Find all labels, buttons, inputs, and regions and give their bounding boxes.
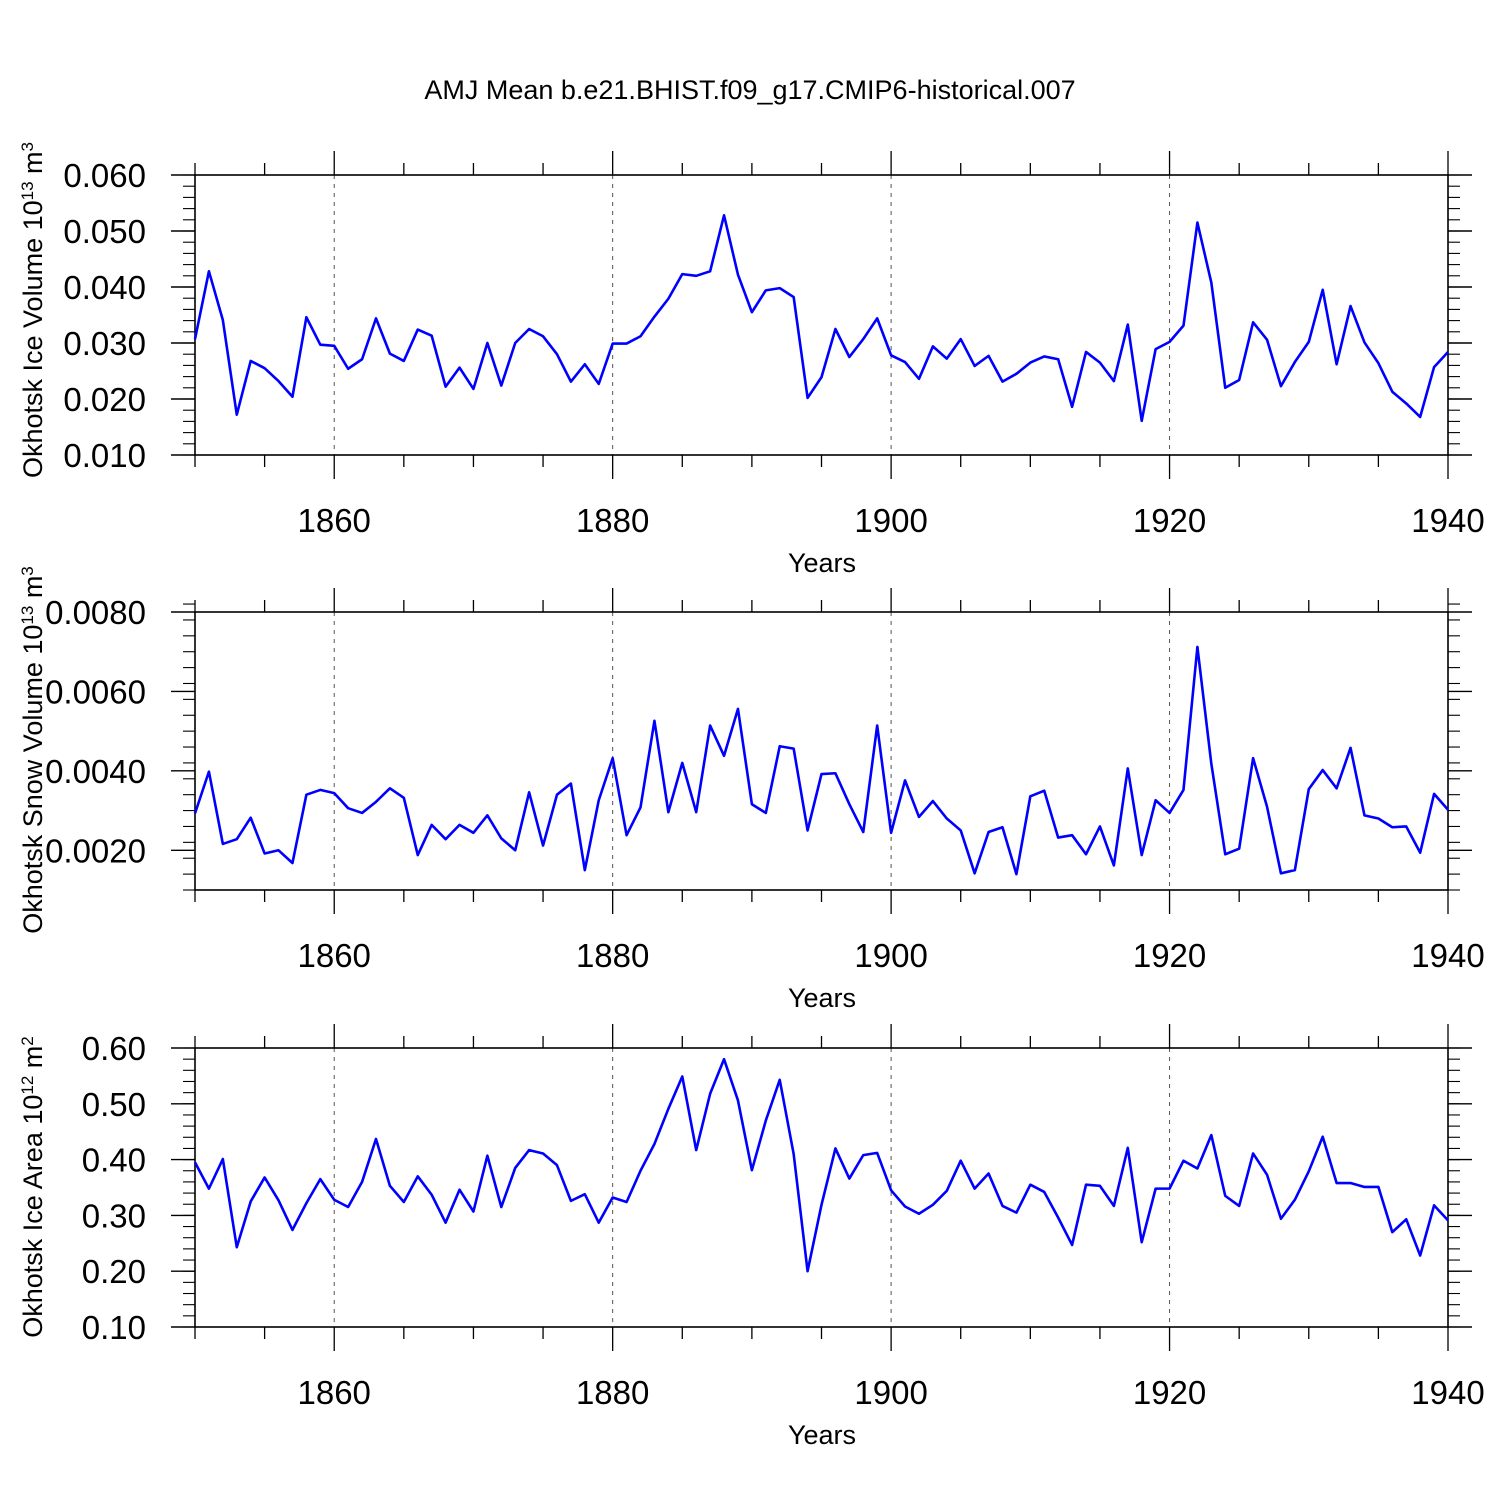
ice-volume-y-tick-label: 0.030 xyxy=(63,325,146,362)
snow-volume-series-line xyxy=(193,645,1449,876)
ice-area-y-tick-label: 0.10 xyxy=(82,1309,146,1346)
snow-volume-y-tick-label: 0.0040 xyxy=(45,753,146,790)
snow-volume-y-tick-label: 0.0060 xyxy=(45,673,146,710)
ice-area-y-tick-label: 0.20 xyxy=(82,1253,146,1290)
snow-volume-x-axis-label: Years xyxy=(788,983,856,1013)
snow-volume-x-tick-label: 1900 xyxy=(854,937,927,974)
snow-volume-y-axis-label: Okhotsk Snow Volume 1013 m3 xyxy=(18,566,49,934)
snow-volume-x-tick-label: 1860 xyxy=(298,937,371,974)
ice-volume-y-tick-label: 0.010 xyxy=(63,437,146,474)
ice-area-y-axis-label: Okhotsk Ice Area 1012 m2 xyxy=(18,1036,49,1338)
chart-title: AMJ Mean b.e21.BHIST.f09_g17.CMIP6-histo… xyxy=(424,75,1075,105)
ice-volume-x-tick-label: 1920 xyxy=(1133,502,1206,539)
ice-volume-y-tick-label: 0.060 xyxy=(63,157,146,194)
ice-area-x-tick-label: 1940 xyxy=(1411,1374,1484,1411)
ice-area-y-tick-label: 0.30 xyxy=(82,1197,146,1234)
ice-volume-y-tick-label: 0.040 xyxy=(63,269,146,306)
ice-area-y-tick-label: 0.40 xyxy=(82,1142,146,1179)
ice-area-x-tick-label: 1900 xyxy=(854,1374,927,1411)
ice-area-x-tick-label: 1880 xyxy=(576,1374,649,1411)
ice-area-series-line xyxy=(193,1057,1449,1273)
snow-volume-x-tick-label: 1940 xyxy=(1411,937,1484,974)
snow-volume-panel: 0.0020 0.0040 0.0060 0.0080 1860 1880 1900 1920… xyxy=(18,566,1485,1013)
ice-volume-x-tick-label: 1860 xyxy=(298,502,371,539)
ice-volume-y-tick-label: 0.020 xyxy=(63,381,146,418)
ice-volume-x-tick-label: 1880 xyxy=(576,502,649,539)
ice-area-panel: 0.10 0.20 0.30 0.40 0.50 0.60 1860 1880 1900 1920… xyxy=(18,1024,1485,1450)
snow-volume-x-tick-label: 1920 xyxy=(1133,937,1206,974)
ice-volume-x-tick-label: 1940 xyxy=(1411,502,1484,539)
ice-volume-plot-frame xyxy=(194,174,1449,456)
ice-volume-y-axis-label: Okhotsk Ice Volume 1013 m3 xyxy=(18,142,49,478)
snow-volume-x-tick-label: 1880 xyxy=(576,937,649,974)
ice-volume-x-axis-label: Years xyxy=(788,548,856,578)
ice-area-x-axis-label: Years xyxy=(788,1420,856,1450)
ice-area-x-tick-label: 1860 xyxy=(298,1374,371,1411)
ice-area-plot-frame xyxy=(194,1047,1449,1328)
ice-area-y-tick-label: 0.50 xyxy=(82,1086,146,1123)
snow-volume-plot-frame xyxy=(194,611,1449,891)
ice-volume-x-tick-label: 1900 xyxy=(854,502,927,539)
snow-volume-y-tick-label: 0.0080 xyxy=(45,594,146,631)
ice-area-x-tick-label: 1920 xyxy=(1133,1374,1206,1411)
ice-area-y-tick-label: 0.60 xyxy=(82,1030,146,1067)
snow-volume-y-tick-label: 0.0020 xyxy=(45,832,146,869)
ice-volume-series-line xyxy=(193,214,1449,423)
ice-volume-y-tick-label: 0.050 xyxy=(63,213,146,250)
ice-volume-panel: 0.010 0.020 0.030 0.040 0.050 0.060 1860 1880 19… xyxy=(18,142,1485,578)
